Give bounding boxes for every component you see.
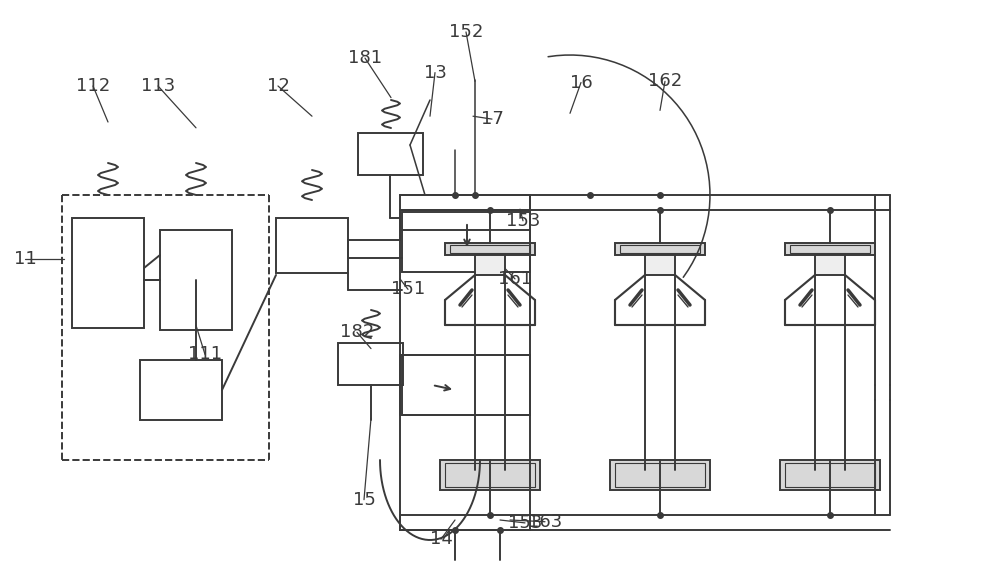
Bar [645,255,675,275]
Bar [358,133,423,175]
Text: 152: 152 [449,23,483,41]
Bar [815,255,845,275]
Bar [785,463,875,487]
Text: 14: 14 [430,530,452,548]
Text: 11: 11 [14,250,36,267]
Text: 163: 163 [528,513,562,530]
Bar [785,243,875,255]
Bar [402,212,530,272]
Bar [615,463,705,487]
Text: 151: 151 [391,281,425,298]
Text: 181: 181 [348,49,382,67]
Text: 15: 15 [353,491,375,508]
Text: 161: 161 [498,270,532,288]
Bar [338,343,403,385]
Bar [440,460,540,490]
Text: 113: 113 [141,77,175,95]
Text: 12: 12 [267,77,289,95]
Bar [445,463,535,487]
Text: 16: 16 [570,74,592,91]
Text: 153: 153 [506,212,540,229]
Bar [450,245,530,253]
Text: 13: 13 [424,64,446,81]
Bar [402,355,530,415]
Bar [780,460,880,490]
Bar [72,218,144,328]
Text: 182: 182 [340,324,374,341]
Text: 17: 17 [481,110,503,128]
Bar [475,255,505,275]
Bar [615,243,705,255]
Bar [276,218,348,273]
Bar [790,245,870,253]
Bar [610,460,710,490]
Text: 153: 153 [508,514,542,532]
Bar [445,243,535,255]
Text: 112: 112 [76,77,110,95]
Bar [140,360,222,420]
Bar [160,230,232,330]
Text: 162: 162 [648,73,682,90]
Text: 111: 111 [188,346,222,363]
Bar [620,245,700,253]
